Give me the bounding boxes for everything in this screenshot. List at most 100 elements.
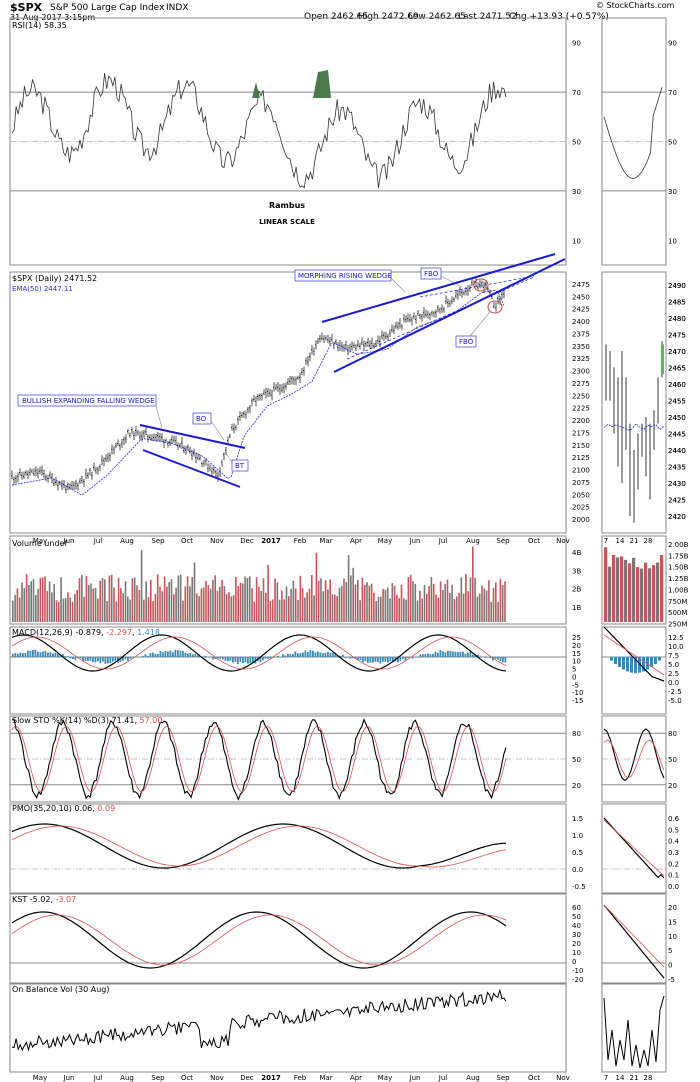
macd-histogram-bar	[147, 655, 149, 657]
volume-bar	[25, 574, 28, 622]
zoom-price-tick-label: 2445	[668, 431, 686, 439]
zoom-volume-bar	[652, 565, 656, 622]
fbo-top-label: FBO	[424, 270, 439, 278]
month-tick-label: Nov	[556, 537, 570, 545]
macd-histogram-bar	[444, 652, 447, 657]
volume-bar	[405, 599, 407, 622]
zoom-macd-line	[603, 626, 665, 682]
y-tick-label: 40	[572, 922, 581, 930]
zoom-y-tick-label: 5	[668, 947, 672, 955]
y-tick-label: 2470	[668, 348, 686, 356]
volume-bar	[354, 584, 357, 622]
credit-label: © StockCharts.com	[596, 1, 675, 10]
volume-bar	[67, 592, 69, 622]
macd-histogram-bar	[172, 652, 174, 657]
macd-histogram-bar	[202, 656, 204, 657]
month-tick-label: May	[33, 1074, 47, 1082]
volume-bar	[320, 578, 322, 622]
bullish-wedge-box	[17, 394, 157, 407]
month-tick-label: Sep	[151, 537, 165, 545]
zoom-y-tick-label: 15	[668, 918, 677, 926]
volume-bar	[483, 588, 486, 622]
y-tick-label: -15	[572, 697, 583, 705]
volume-bar	[271, 599, 274, 622]
y-tick-label: 0.0	[572, 866, 583, 874]
y-tick-label: 25	[572, 634, 581, 642]
volume-bar	[478, 593, 481, 622]
volume-bar	[490, 601, 492, 622]
volume-bar	[260, 591, 262, 622]
volume-bar	[186, 576, 189, 622]
macd-histogram-bar	[72, 657, 74, 660]
volume-bar	[304, 597, 306, 622]
zoom-price-tick-label: 2485	[668, 299, 686, 307]
macd-histogram-bar	[334, 653, 337, 657]
volume-bar	[331, 594, 334, 622]
y-tick-label: 2435	[668, 464, 686, 472]
macd-histogram-bar	[439, 650, 442, 657]
macd-histogram-bar	[19, 652, 22, 657]
month-tick-label: Apr	[350, 1074, 362, 1082]
macd-histogram-bar	[472, 654, 474, 657]
volume-bar	[357, 579, 359, 622]
bullish-wedge-label: BULLISH EXPANDING FALLING WEDGE	[22, 397, 155, 405]
macd-histogram-bar	[167, 651, 169, 657]
zoom-y-tick-label: 90	[668, 40, 677, 48]
volume-bar	[30, 581, 32, 622]
macd-histogram-bar	[437, 652, 439, 657]
y-tick-label: -0.5	[572, 883, 586, 891]
macd-histogram-bar	[49, 652, 52, 657]
macd-histogram-bar	[27, 650, 29, 657]
macd-histogram-bar	[279, 657, 282, 658]
scale-note: LINEAR SCALE	[259, 218, 315, 226]
rising-wedge-pointer	[390, 277, 406, 293]
volume-bar	[16, 588, 19, 622]
volume-bar	[214, 575, 216, 622]
macd-histogram-bar	[57, 653, 59, 657]
zoom-obv-line	[603, 995, 665, 1069]
macd-histogram-bar	[497, 657, 499, 660]
macd-signal-line	[11, 636, 507, 670]
zoom-macd-bar	[626, 657, 629, 672]
fbo-top-circle	[473, 278, 489, 292]
zoom-panel-frame-7	[601, 983, 667, 1073]
y-tick-label: 2225	[572, 405, 590, 413]
volume-bar	[41, 577, 44, 622]
y-tick-label: 30	[572, 931, 581, 939]
macd-histogram-bar	[467, 652, 469, 657]
volume-bar	[23, 588, 26, 622]
macd-histogram-bar	[119, 657, 122, 662]
sto-k-line	[11, 717, 507, 801]
volume-bar	[64, 598, 67, 622]
zoom-day-tick-label: 14	[616, 537, 625, 545]
macd-histogram-bar	[152, 652, 154, 657]
volume-bar	[458, 593, 460, 622]
volume-bar	[274, 578, 276, 622]
rising-wedge-top-line	[321, 253, 556, 323]
y-tick-label: 4B	[572, 549, 581, 557]
volume-bar	[373, 592, 375, 622]
zoom-day-tick-label: 21	[630, 1074, 639, 1082]
zoom-volume-bar	[660, 554, 664, 622]
volume-bar	[306, 592, 308, 622]
main-panel-frame-3	[9, 626, 567, 715]
volume-bar	[499, 578, 502, 622]
macd-histogram-bar	[169, 650, 172, 657]
axis-labels: May Jun Jul Aug Sep Oct Nov Dec 2017 Feb Mar Apr May…	[33, 40, 689, 1082]
zoom-panel-frame-6	[601, 893, 667, 984]
macd-histogram-bar	[164, 650, 167, 657]
zoom-volume-bar	[628, 563, 632, 622]
month-tick-label: Oct	[181, 1074, 193, 1082]
main-panel-frame-6	[9, 893, 567, 984]
volume-bar	[251, 588, 253, 622]
volume-bar	[53, 583, 55, 622]
y-tick-label: 2465	[668, 365, 686, 373]
zoom-volume-bar	[608, 566, 612, 622]
macd-histogram-bar	[282, 654, 284, 657]
macd-histogram-bar	[427, 653, 429, 657]
volume-bar	[242, 583, 244, 622]
zoom-y-tick-label: 2.5	[668, 670, 679, 678]
kst-signal-line	[11, 914, 507, 966]
month-tick-label: May	[33, 537, 47, 545]
volume-bar	[460, 577, 463, 622]
